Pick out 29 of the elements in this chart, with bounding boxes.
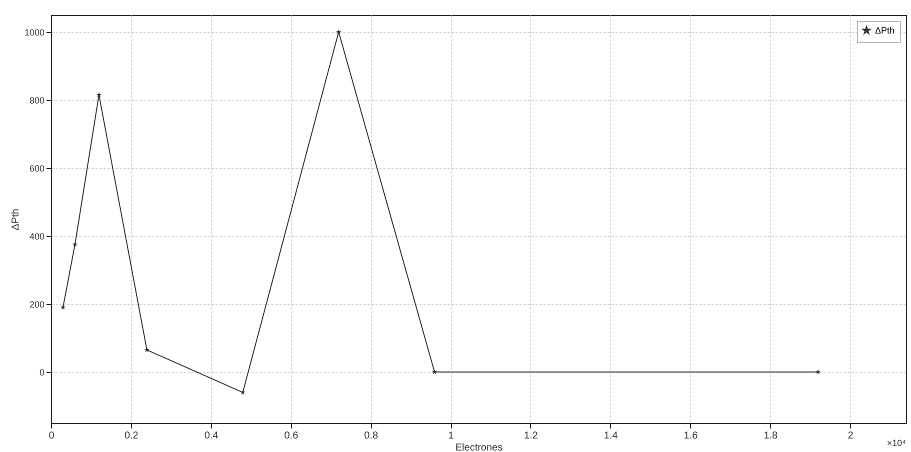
point	[336, 29, 342, 34]
x-tick-label: 1.2	[524, 430, 538, 442]
x-tick-label: 2	[848, 430, 854, 442]
x-tick-label: 0.8	[364, 430, 379, 442]
text: ×10⁴	[886, 438, 906, 448]
x-tick-label: 1.6	[684, 430, 698, 442]
x-tick-label: 1.4	[604, 430, 618, 442]
y-axis-title: ΔPth	[10, 208, 22, 230]
point	[60, 304, 66, 310]
point	[816, 369, 821, 374]
point	[96, 92, 102, 98]
point	[240, 390, 246, 395]
x-tick-label: 0.2	[124, 430, 139, 442]
legend-label: ΔPth	[875, 26, 895, 36]
x-tick-label: 1.8	[764, 430, 778, 442]
x-tick-label: 0.6	[284, 430, 299, 442]
y-tick-label: 1000	[24, 28, 44, 38]
x-axis-title: Electrones	[455, 442, 503, 452]
y-tick-label: 200	[29, 300, 44, 310]
x-tick-label: 0.4	[204, 430, 219, 442]
point	[144, 347, 150, 352]
point	[72, 242, 78, 247]
y-tick-label: 0	[39, 368, 44, 378]
y-tick-label: 600	[29, 164, 44, 174]
y-tick-label: 800	[29, 96, 44, 106]
point	[432, 369, 438, 374]
y-tick-label: 400	[29, 232, 44, 242]
x-tick-label: 0	[48, 430, 55, 442]
x-tick-label: 1	[448, 430, 454, 442]
